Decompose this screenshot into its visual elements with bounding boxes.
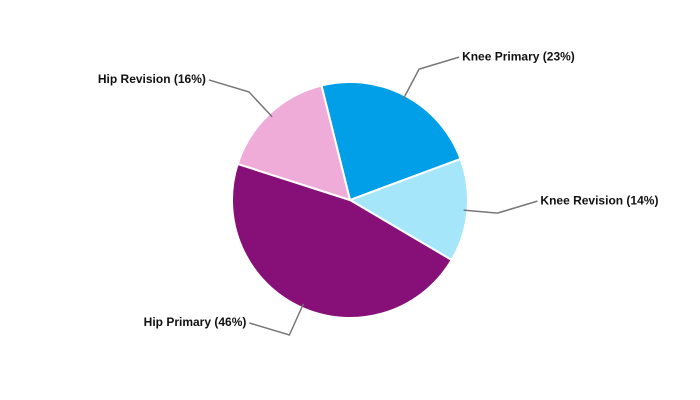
leader-line (463, 200, 538, 214)
slice-label: Hip Primary (46%) (144, 315, 247, 329)
leader-line (402, 56, 460, 100)
slice-label: Knee Primary (23%) (462, 49, 575, 63)
leader-line (249, 303, 304, 336)
slice-label: Hip Revision (16%) (98, 72, 206, 86)
slice-label: Knee Revision (14%) (540, 193, 658, 207)
leader-line (208, 79, 273, 118)
